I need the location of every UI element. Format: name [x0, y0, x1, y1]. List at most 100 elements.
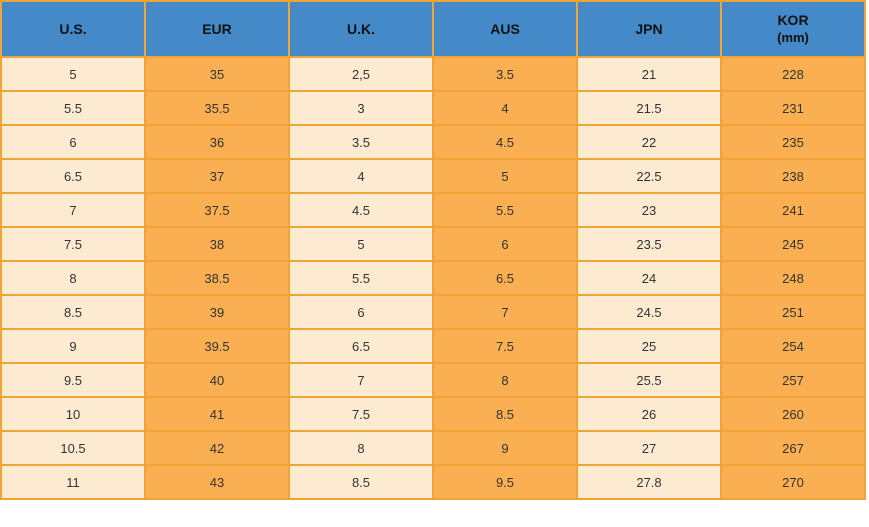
table-row: 5.5 35.5 3 4 21.5 231 — [0, 90, 866, 126]
table-cell: 5 — [0, 56, 146, 92]
table-cell: 5.5 — [0, 90, 146, 126]
table-cell: 41 — [144, 396, 290, 432]
size-conversion-table-wrap: U.S. EUR U.K. AUS JPN KOR (mm) 5 35 2,5 3.5 21 228 5… — [0, 0, 866, 500]
table-cell: 238 — [720, 158, 866, 194]
column-header-kor: KOR (mm) — [720, 0, 866, 58]
table-cell: 8 — [0, 260, 146, 296]
table-cell: 7 — [288, 362, 434, 398]
table-cell: 22.5 — [576, 158, 722, 194]
table-cell: 5 — [288, 226, 434, 262]
table-cell: 8.5 — [432, 396, 578, 432]
table-cell: 241 — [720, 192, 866, 228]
table-cell: 231 — [720, 90, 866, 126]
table-cell: 245 — [720, 226, 866, 262]
table-row: 8.5 39 6 7 24.5 251 — [0, 294, 866, 330]
table-cell: 8 — [288, 430, 434, 466]
header-row: U.S. EUR U.K. AUS JPN KOR (mm) — [0, 0, 866, 58]
column-header-jpn: JPN — [576, 0, 722, 58]
table-cell: 21 — [576, 56, 722, 92]
size-conversion-table: U.S. EUR U.K. AUS JPN KOR (mm) 5 35 2,5 3.5 21 228 5… — [0, 0, 866, 500]
column-header-aus: AUS — [432, 0, 578, 58]
table-cell: 254 — [720, 328, 866, 364]
table-row: 7.5 38 5 6 23.5 245 — [0, 226, 866, 262]
table-cell: 37 — [144, 158, 290, 194]
table-cell: 3.5 — [432, 56, 578, 92]
table-cell: 4.5 — [432, 124, 578, 160]
table-cell: 248 — [720, 260, 866, 296]
table-cell: 35 — [144, 56, 290, 92]
table-cell: 235 — [720, 124, 866, 160]
table-cell: 3.5 — [288, 124, 434, 160]
table-cell: 36 — [144, 124, 290, 160]
table-cell: 10 — [0, 396, 146, 432]
table-cell: 9.5 — [0, 362, 146, 398]
table-cell: 39 — [144, 294, 290, 330]
table-cell: 267 — [720, 430, 866, 466]
table-body: 5 35 2,5 3.5 21 228 5.5 35.5 3 4 21.5 231 6 36 3.5 4.5 2… — [0, 56, 866, 500]
table-cell: 40 — [144, 362, 290, 398]
table-cell: 11 — [0, 464, 146, 500]
table-cell: 4.5 — [288, 192, 434, 228]
table-cell: 10.5 — [0, 430, 146, 466]
table-cell: 6.5 — [288, 328, 434, 364]
table-cell: 8.5 — [288, 464, 434, 500]
table-cell: 21.5 — [576, 90, 722, 126]
table-cell: 6 — [0, 124, 146, 160]
table-cell: 9.5 — [432, 464, 578, 500]
table-cell: 8 — [432, 362, 578, 398]
table-cell: 4 — [432, 90, 578, 126]
table-row: 7 37.5 4.5 5.5 23 241 — [0, 192, 866, 228]
table-cell: 7 — [0, 192, 146, 228]
table-cell: 7.5 — [0, 226, 146, 262]
column-header-eur: EUR — [144, 0, 290, 58]
table-row: 8 38.5 5.5 6.5 24 248 — [0, 260, 866, 296]
table-cell: 270 — [720, 464, 866, 500]
column-header-unit: (mm) — [777, 29, 809, 45]
table-cell: 6 — [432, 226, 578, 262]
table-cell: 27.8 — [576, 464, 722, 500]
table-cell: 6 — [288, 294, 434, 330]
table-cell: 25 — [576, 328, 722, 364]
table-cell: 9 — [432, 430, 578, 466]
table-row: 9 39.5 6.5 7.5 25 254 — [0, 328, 866, 364]
table-row: 10.5 42 8 9 27 267 — [0, 430, 866, 466]
table-cell: 6.5 — [432, 260, 578, 296]
table-cell: 22 — [576, 124, 722, 160]
table-cell: 260 — [720, 396, 866, 432]
table-cell: 24.5 — [576, 294, 722, 330]
table-cell: 38.5 — [144, 260, 290, 296]
table-row: 6.5 37 4 5 22.5 238 — [0, 158, 866, 194]
table-cell: 2,5 — [288, 56, 434, 92]
table-cell: 27 — [576, 430, 722, 466]
table-row: 5 35 2,5 3.5 21 228 — [0, 56, 866, 92]
table-row: 6 36 3.5 4.5 22 235 — [0, 124, 866, 160]
table-cell: 43 — [144, 464, 290, 500]
table-cell: 7.5 — [288, 396, 434, 432]
table-cell: 26 — [576, 396, 722, 432]
column-header-us: U.S. — [0, 0, 146, 58]
table-cell: 39.5 — [144, 328, 290, 364]
table-cell: 4 — [288, 158, 434, 194]
table-cell: 42 — [144, 430, 290, 466]
table-cell: 228 — [720, 56, 866, 92]
column-header-uk: U.K. — [288, 0, 434, 58]
table-cell: 25.5 — [576, 362, 722, 398]
table-cell: 5.5 — [432, 192, 578, 228]
table-cell: 257 — [720, 362, 866, 398]
table-header: U.S. EUR U.K. AUS JPN KOR (mm) — [0, 0, 866, 58]
table-row: 11 43 8.5 9.5 27.8 270 — [0, 464, 866, 500]
table-cell: 7 — [432, 294, 578, 330]
table-cell: 8.5 — [0, 294, 146, 330]
table-cell: 24 — [576, 260, 722, 296]
table-cell: 9 — [0, 328, 146, 364]
table-cell: 37.5 — [144, 192, 290, 228]
table-row: 9.5 40 7 8 25.5 257 — [0, 362, 866, 398]
table-cell: 5.5 — [288, 260, 434, 296]
table-cell: 38 — [144, 226, 290, 262]
table-cell: 5 — [432, 158, 578, 194]
table-row: 10 41 7.5 8.5 26 260 — [0, 396, 866, 432]
table-cell: 3 — [288, 90, 434, 126]
table-cell: 7.5 — [432, 328, 578, 364]
table-cell: 23 — [576, 192, 722, 228]
table-cell: 251 — [720, 294, 866, 330]
